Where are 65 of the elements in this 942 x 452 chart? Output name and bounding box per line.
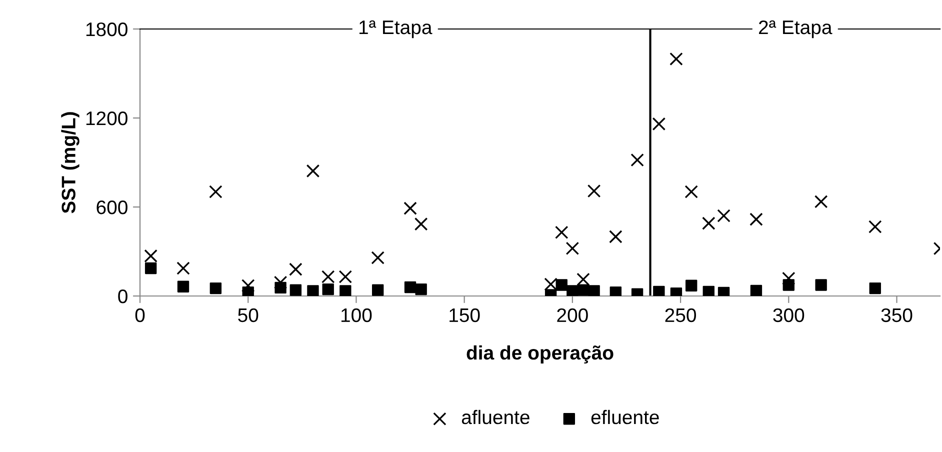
- point: [404, 281, 416, 294]
- x-axis-title: dia de operação: [466, 345, 614, 364]
- point: [868, 220, 882, 234]
- y-tick-label: 0: [118, 289, 128, 304]
- point: [177, 280, 190, 292]
- point: [576, 272, 590, 286]
- point: [176, 262, 190, 275]
- x-tick-label: 0: [135, 308, 145, 322]
- point: [653, 286, 665, 296]
- point: [718, 286, 730, 296]
- point: [652, 117, 666, 131]
- point: [544, 278, 558, 291]
- point: [144, 262, 157, 274]
- y-tick-label: 600: [96, 200, 128, 214]
- legend-label: afluente: [462, 410, 530, 424]
- legend-label: efluente: [591, 410, 659, 424]
- point: [415, 283, 427, 296]
- point: [414, 217, 428, 231]
- point: [289, 262, 302, 276]
- point: [340, 285, 352, 296]
- x-tick-label: 250: [665, 308, 696, 322]
- point: [630, 153, 644, 167]
- point: [869, 282, 881, 294]
- point: [684, 185, 698, 198]
- point: [750, 284, 762, 296]
- x-tick-label: 200: [557, 308, 588, 322]
- point: [686, 280, 698, 292]
- point: [306, 164, 320, 178]
- x-tick-label: 100: [341, 308, 372, 322]
- point: [577, 284, 590, 296]
- y-tick-label: 1200: [86, 111, 128, 126]
- point: [609, 230, 622, 244]
- point: [566, 285, 578, 296]
- point: [210, 282, 222, 294]
- point: [209, 185, 222, 198]
- annotation: 1ª Etapa: [360, 20, 432, 38]
- point: [556, 279, 568, 291]
- point: [670, 52, 683, 66]
- point: [144, 249, 158, 263]
- y-axis-title: SST (mg/L): [61, 112, 80, 214]
- point: [610, 286, 622, 296]
- point: [321, 270, 335, 284]
- point: [290, 284, 302, 296]
- x-tick-label: 50: [238, 308, 258, 322]
- point: [815, 279, 827, 291]
- point: [404, 202, 417, 215]
- x-tick-label: 350: [881, 308, 912, 322]
- point: [307, 285, 319, 296]
- point: [372, 284, 384, 296]
- point: [587, 184, 601, 198]
- x-tick-label: 300: [773, 308, 804, 322]
- point: [371, 251, 384, 264]
- point: [338, 270, 352, 284]
- y-tick-label: 1800: [86, 22, 128, 36]
- point: [588, 285, 600, 296]
- x-tick-label: 150: [450, 308, 480, 322]
- point: [554, 226, 568, 240]
- annotation: 2ª Etapa: [759, 20, 832, 38]
- point: [322, 283, 334, 296]
- point: [566, 242, 580, 256]
- point: [717, 209, 730, 222]
- point: [750, 212, 763, 226]
- point: [814, 195, 828, 208]
- point: [702, 216, 716, 230]
- point: [702, 286, 714, 296]
